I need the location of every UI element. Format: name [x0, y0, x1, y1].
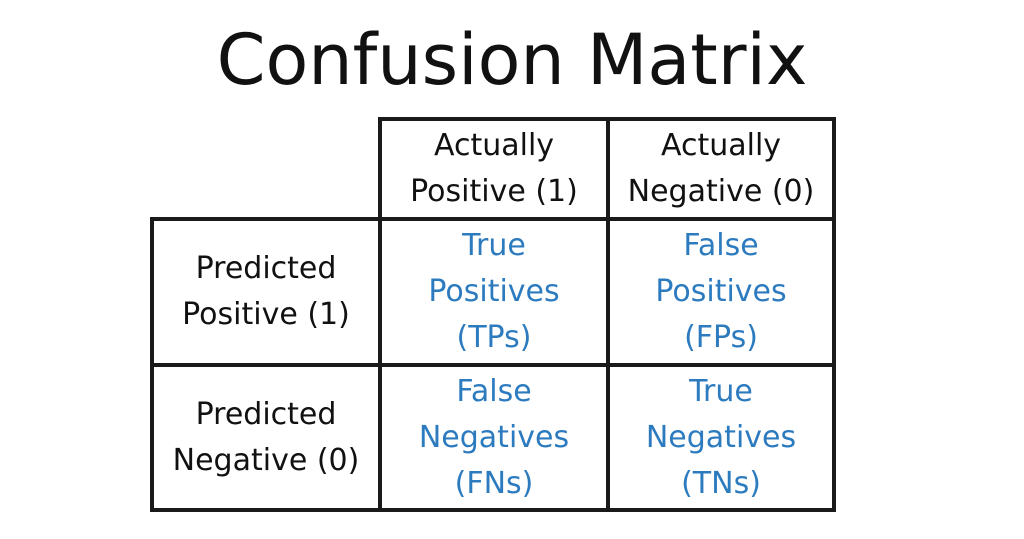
row-header-line2: Negative (0) — [172, 442, 360, 478]
cell-line3: (FNs) — [454, 465, 534, 501]
cell-line1: False — [456, 373, 532, 409]
grid-line-right — [832, 117, 836, 512]
cell-line3: (FPs) — [684, 320, 758, 355]
grid-line-bottom — [150, 508, 836, 512]
grid-line-col1 — [378, 117, 382, 512]
row-header-predicted-positive: Predicted Positive (1) — [154, 221, 378, 363]
cell-true-negatives: True Negatives (TNs) — [610, 367, 832, 508]
column-header-actually-positive: Actually Positive (1) — [382, 121, 606, 217]
cell-line2: Positives — [655, 274, 787, 309]
grid-line-col2 — [606, 117, 610, 512]
cell-line2: Negatives — [645, 419, 797, 455]
column-header-line2: Negative (0) — [627, 174, 815, 209]
page-title: Confusion Matrix — [216, 19, 808, 101]
grid-line-left — [150, 217, 154, 512]
cell-line2: Negatives — [418, 419, 570, 455]
column-header-line2: Positive (1) — [410, 174, 578, 209]
cell-true-positives: True Positives (TPs) — [382, 221, 606, 363]
cell-line1: False — [683, 228, 759, 263]
row-header-predicted-negative: Predicted Negative (0) — [154, 367, 378, 508]
column-header-line1: Actually — [660, 128, 782, 163]
grid-line-middle — [150, 363, 836, 367]
grid-line-header-bottom — [150, 217, 836, 221]
row-header-line1: Predicted — [195, 251, 337, 286]
cell-line3: (TNs) — [681, 465, 761, 501]
cell-line1: True — [462, 228, 526, 263]
cell-line1: True — [689, 373, 753, 409]
cell-line3: (TPs) — [456, 320, 532, 355]
column-header-line1: Actually — [433, 128, 555, 163]
cell-false-negatives: False Negatives (FNs) — [382, 367, 606, 508]
column-header-actually-negative: Actually Negative (0) — [610, 121, 832, 217]
row-header-line1: Predicted — [195, 396, 337, 432]
cell-false-positives: False Positives (FPs) — [610, 221, 832, 363]
cell-line2: Positives — [428, 274, 560, 309]
row-header-line2: Positive (1) — [182, 297, 350, 332]
